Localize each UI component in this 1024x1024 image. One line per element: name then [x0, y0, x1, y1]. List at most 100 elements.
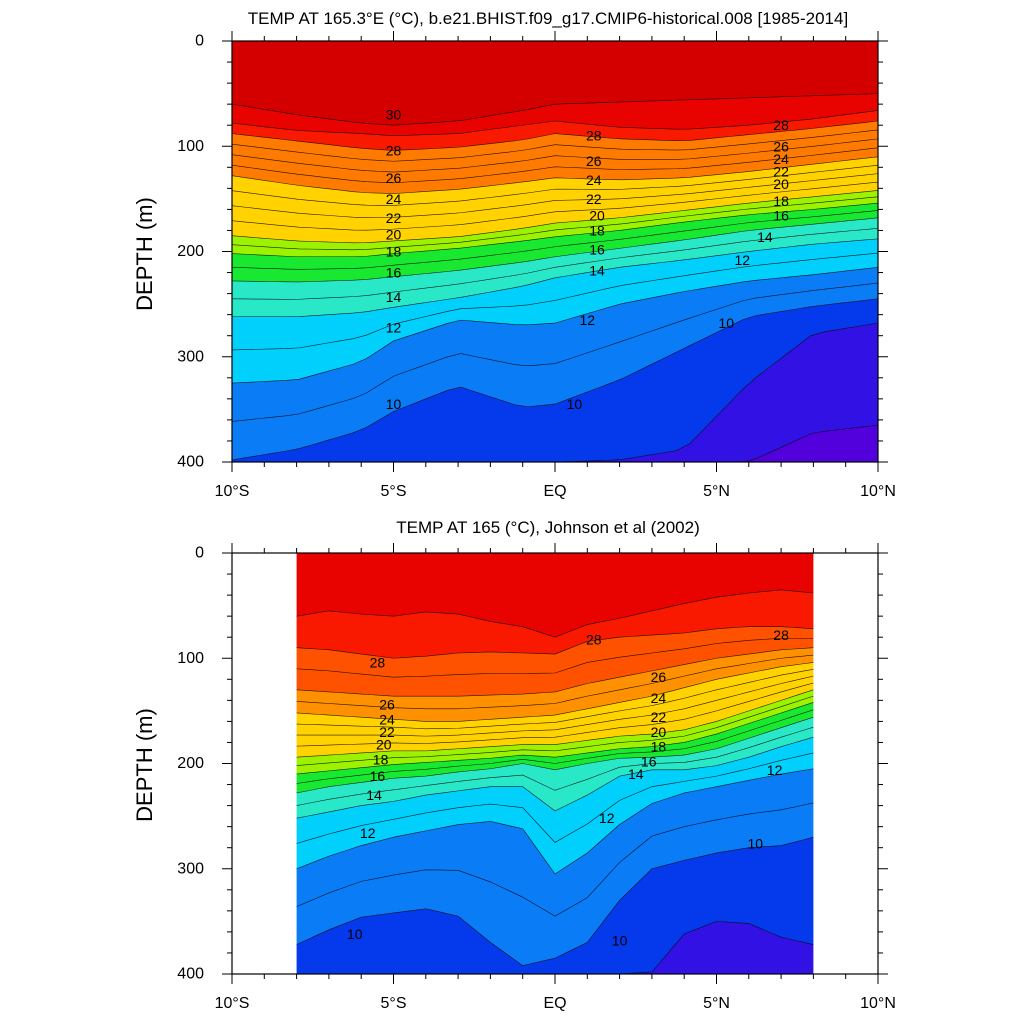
- x-tick-label: 5°N: [703, 483, 730, 500]
- contour-label: 22: [379, 724, 395, 740]
- isotherm: [296, 689, 814, 758]
- isotherm: [231, 164, 879, 206]
- isotherm: [296, 716, 814, 794]
- contour-label: 14: [366, 787, 382, 803]
- isotherm: [231, 156, 879, 194]
- contour-band: [232, 110, 878, 151]
- contour-band: [296, 837, 814, 974]
- contour-label: 28: [586, 128, 602, 144]
- contour-band: [296, 589, 814, 659]
- isotherm: [296, 752, 814, 844]
- contour-label: 20: [651, 724, 667, 740]
- isotherm: [231, 252, 879, 351]
- x-tick-label: EQ: [543, 995, 566, 1012]
- contour-band: [232, 323, 878, 462]
- contour-label: 20: [589, 208, 605, 224]
- contour-label: 14: [589, 262, 605, 278]
- x-tick-label: 10°S: [215, 995, 250, 1012]
- y-tick-label: 0: [195, 545, 204, 562]
- contour-label: 18: [773, 193, 789, 209]
- contour-label: 26: [379, 697, 395, 713]
- contour-label: 28: [386, 143, 402, 159]
- isotherm: [296, 802, 814, 917]
- contour-band: [232, 41, 878, 126]
- contour-label: 20: [376, 737, 392, 753]
- contour-label: 26: [386, 170, 402, 186]
- contour-label: 24: [651, 690, 667, 706]
- y-tick-label: 400: [177, 454, 204, 471]
- contour-label: 10: [748, 836, 764, 852]
- isotherm: [231, 282, 879, 422]
- contour-label: 28: [773, 117, 789, 133]
- isotherm: [296, 626, 814, 659]
- isotherm: [296, 768, 814, 875]
- contour-label: 20: [773, 176, 789, 192]
- isotherm: [231, 129, 879, 162]
- isotherm: [296, 662, 814, 722]
- isotherm: [296, 695, 814, 766]
- contour-band: [296, 662, 814, 758]
- contour-label: 22: [651, 709, 667, 725]
- y-tick-label: 100: [177, 138, 204, 155]
- contour-band: [296, 921, 814, 974]
- contour-label: 28: [773, 627, 789, 643]
- contour-label: 12: [735, 252, 751, 268]
- contour-label: 12: [580, 312, 596, 328]
- contour-label: 10: [567, 396, 583, 412]
- isotherm: [296, 647, 814, 697]
- isotherm: [231, 93, 879, 126]
- contour-label: 16: [641, 753, 657, 769]
- contour-label: 24: [379, 711, 395, 727]
- isotherm: [231, 298, 879, 461]
- contour-band: [232, 156, 878, 243]
- contour-label: 24: [773, 151, 789, 167]
- y-axis-label: DEPTH (m): [132, 708, 157, 822]
- contour-label: 10: [386, 396, 402, 412]
- isotherm: [231, 202, 879, 258]
- isotherm: [296, 675, 814, 737]
- y-tick-label: 400: [177, 966, 204, 983]
- contour-label: 22: [386, 210, 402, 226]
- isotherm: [231, 228, 879, 300]
- axis-ticks: 0 100 200 300 400 10°S 5°S EQ 5°N 10°N: [177, 31, 896, 500]
- y-tick-label: 300: [177, 860, 204, 877]
- contour-label: 10: [718, 315, 734, 331]
- contour-label: 10: [347, 926, 363, 942]
- y-axis-label: DEPTH (m): [132, 197, 157, 311]
- x-tick-label: 5°N: [703, 995, 730, 1012]
- isotherm: [231, 181, 879, 231]
- contour-label: 18: [373, 751, 389, 767]
- isotherm: [231, 110, 879, 137]
- contour-label: 12: [767, 762, 783, 778]
- contour-label: 28: [370, 655, 386, 671]
- contour-band: [296, 737, 814, 875]
- isotherm: [232, 238, 879, 318]
- contour-label: 18: [651, 739, 667, 755]
- y-tick-label: 300: [177, 348, 204, 365]
- isotherm: [231, 210, 879, 270]
- axis-ticks: 0 100 200 300 400 10°S 5°S EQ 5°N 10°N: [177, 543, 896, 1012]
- isotherm: [296, 654, 814, 710]
- isotherm: [231, 196, 879, 251]
- contour-band: [296, 553, 814, 638]
- contour-band: [232, 298, 878, 462]
- contour-label: 16: [589, 241, 605, 257]
- contour-band: [232, 238, 878, 384]
- contour-lines: [231, 93, 879, 463]
- contour-label: 18: [386, 244, 402, 260]
- isotherm: [231, 190, 879, 244]
- contour-label: 16: [386, 265, 402, 281]
- isotherm: [231, 173, 879, 219]
- contour-label: 22: [773, 164, 789, 180]
- y-tick-label: 200: [177, 243, 204, 260]
- contour-label: 30: [386, 107, 402, 123]
- contour-label: 16: [370, 768, 386, 784]
- isotherm: [296, 682, 814, 747]
- contour-label: 14: [386, 289, 402, 305]
- x-tick-label: 10°S: [215, 483, 250, 500]
- isotherm: [296, 669, 814, 730]
- contour-label: 22: [586, 191, 602, 207]
- contour-band: [296, 768, 814, 966]
- isotherm: [231, 120, 879, 151]
